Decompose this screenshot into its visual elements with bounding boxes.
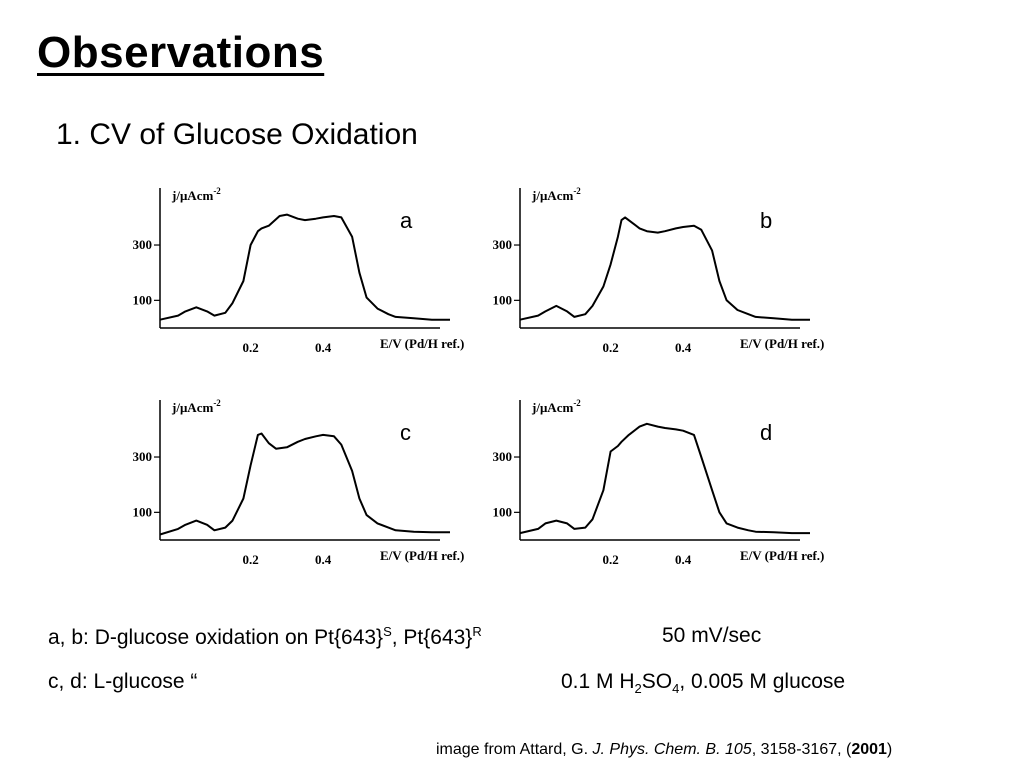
y-axis-label: j/μAcm-2 xyxy=(531,186,581,203)
cv-plot-svg: j/μAcm-2 100 300 0.2 0.4 E/V (Pd/H ref.) d xyxy=(493,398,825,567)
citation: image from Attard, G. J. Phys. Chem. B. … xyxy=(436,741,892,759)
cv-curve xyxy=(519,422,810,535)
x-axis-label: E/V (Pd/H ref.) xyxy=(740,336,824,351)
x-tick-label: 0.2 xyxy=(603,340,619,355)
solution-sub-4: 4 xyxy=(672,681,680,697)
caption-sup-r: R xyxy=(472,624,482,639)
x-tick-label: 0.4 xyxy=(315,552,332,567)
y-tick-label: 300 xyxy=(493,449,513,464)
x-tick-label: 0.4 xyxy=(315,340,332,355)
x-axis-label: E/V (Pd/H ref.) xyxy=(380,548,464,563)
y-tick-label: 300 xyxy=(133,449,153,464)
y-axis-label-exponent: -2 xyxy=(573,186,581,196)
cv-curve xyxy=(519,216,810,321)
caption-line-2: c, d: L-glucose “ xyxy=(48,670,198,693)
caption-ab-mid: , Pt{643} xyxy=(391,626,473,649)
citation-pages: , 3158-3167, ( xyxy=(751,741,852,758)
cv-plot-svg: j/μAcm-2 100 300 0.2 0.4 E/V (Pd/H ref.) a xyxy=(133,186,465,355)
y-tick-label: 100 xyxy=(133,292,153,307)
y-axis-label: j/μAcm-2 xyxy=(171,186,221,203)
citation-volume: 105 xyxy=(725,741,752,758)
cv-chart-b: j/μAcm-2 100 300 0.2 0.4 E/V (Pd/H ref.) b xyxy=(470,178,870,378)
panel-letter: d xyxy=(760,420,772,445)
panel-letter: a xyxy=(400,208,413,233)
slide-title: Observations xyxy=(37,28,325,77)
citation-prefix: image from Attard, G. xyxy=(436,741,593,758)
x-axis-label: E/V (Pd/H ref.) xyxy=(380,336,464,351)
y-tick-label: 100 xyxy=(493,292,513,307)
y-tick-label: 300 xyxy=(493,237,513,252)
panel-letter: c xyxy=(400,420,411,445)
x-tick-label: 0.2 xyxy=(243,340,259,355)
y-tick-label: 300 xyxy=(133,237,153,252)
y-axis-label: j/μAcm-2 xyxy=(531,398,581,415)
y-axis-label: j/μAcm-2 xyxy=(171,398,221,415)
caption-line-1: a, b: D-glucose oxidation on Pt{643}S, P… xyxy=(48,624,482,650)
solution-mid: SO xyxy=(641,670,673,693)
x-tick-label: 0.4 xyxy=(675,552,692,567)
citation-close: ) xyxy=(886,741,893,758)
cv-plot-svg: j/μAcm-2 100 300 0.2 0.4 E/V (Pd/H ref.) b xyxy=(493,186,825,355)
caption-ab-text: a, b: D-glucose oxidation on Pt{643} xyxy=(48,626,384,649)
y-tick-label: 100 xyxy=(133,504,153,519)
caption-solution: 0.1 M H2SO4, 0.005 M glucose xyxy=(561,670,845,696)
x-tick-label: 0.2 xyxy=(603,552,619,567)
y-tick-label: 100 xyxy=(493,504,513,519)
y-axis-label-exponent: -2 xyxy=(213,186,221,196)
cv-curve xyxy=(159,432,450,536)
cv-curve xyxy=(159,213,450,321)
solution-prefix: 0.1 M H xyxy=(561,670,635,693)
slide-subtitle: 1. CV of Glucose Oxidation xyxy=(56,118,418,151)
x-axis-label: E/V (Pd/H ref.) xyxy=(740,548,824,563)
x-tick-label: 0.2 xyxy=(243,552,259,567)
solution-suffix: , 0.005 M glucose xyxy=(679,670,846,693)
citation-journal: J. Phys. Chem. B. xyxy=(592,741,721,758)
cv-chart-d: j/μAcm-2 100 300 0.2 0.4 E/V (Pd/H ref.) d xyxy=(470,390,870,590)
cv-plot-svg: j/μAcm-2 100 300 0.2 0.4 E/V (Pd/H ref.) c xyxy=(133,398,465,567)
x-tick-label: 0.4 xyxy=(675,340,692,355)
cv-chart-a: j/μAcm-2 100 300 0.2 0.4 E/V (Pd/H ref.) a xyxy=(110,178,510,378)
solution-sub-2: 2 xyxy=(634,681,642,697)
citation-year: 2001 xyxy=(851,741,887,758)
caption-scan-rate: 50 mV/sec xyxy=(662,624,762,647)
cv-chart-c: j/μAcm-2 100 300 0.2 0.4 E/V (Pd/H ref.) c xyxy=(110,390,510,590)
y-axis-label-exponent: -2 xyxy=(213,398,221,408)
y-axis-label-exponent: -2 xyxy=(573,398,581,408)
panel-letter: b xyxy=(760,208,772,233)
caption-sup-s: S xyxy=(383,624,392,639)
